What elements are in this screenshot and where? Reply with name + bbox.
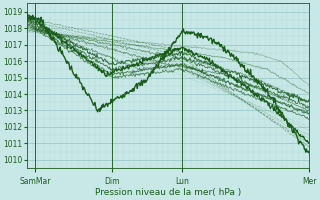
X-axis label: Pression niveau de la mer( hPa ): Pression niveau de la mer( hPa )	[95, 188, 241, 197]
